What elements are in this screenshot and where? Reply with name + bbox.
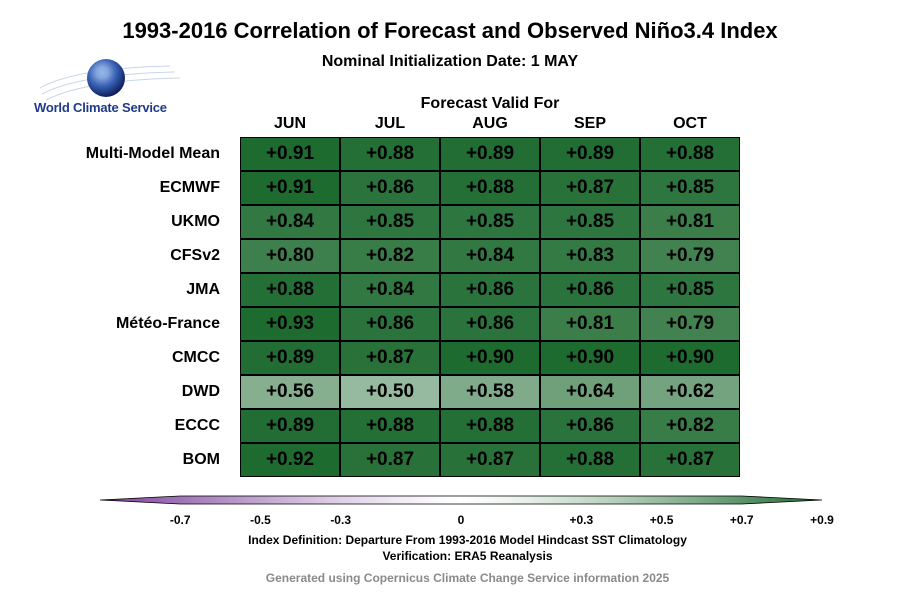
heatmap-cell: +0.81 <box>640 205 740 239</box>
colorbar-tick-label: -0.7 <box>169 513 191 527</box>
globe-logo-icon <box>39 59 181 101</box>
row-header: CFSv2 <box>170 247 220 264</box>
row-header: CMCC <box>172 349 220 366</box>
colorbar-tick-label: -0.3 <box>330 513 351 527</box>
heatmap-cell: +0.89 <box>540 137 640 171</box>
column-header: AUG <box>472 115 508 132</box>
row-header: ECCC <box>174 417 220 434</box>
heatmap-cell: +0.84 <box>340 273 440 307</box>
row-header: JMA <box>186 281 220 298</box>
heatmap-cell: +0.85 <box>640 171 740 205</box>
chart-title: 1993-2016 Correlation of Forecast and Ob… <box>122 18 778 43</box>
colorbar-tick-label: +0.5 <box>649 513 674 527</box>
copernicus-credit: Generated using Copernicus Climate Chang… <box>265 571 670 585</box>
heatmap-cell: +0.88 <box>240 273 340 307</box>
heatmap-cell: +0.93 <box>240 307 340 341</box>
column-header: OCT <box>673 115 707 132</box>
heatmap-cell: +0.82 <box>640 409 740 443</box>
row-header: BOM <box>182 451 220 468</box>
colorbar-tick-label: +0.9 <box>810 513 834 527</box>
heatmap-cell: +0.64 <box>540 375 640 409</box>
heatmap-cell: +0.86 <box>540 273 640 307</box>
heatmap-cell: +0.91 <box>240 137 340 171</box>
heatmap-cell: +0.62 <box>640 375 740 409</box>
heatmap-cell: +0.87 <box>340 341 440 375</box>
heatmap-cell: +0.92 <box>240 443 340 477</box>
logo-text: World Climate Service <box>34 100 167 115</box>
heatmap-cell: +0.58 <box>440 375 540 409</box>
heatmap-cell: +0.79 <box>640 307 740 341</box>
colorbar-tick-label: +0.3 <box>569 513 594 527</box>
heatmap-cell: +0.84 <box>240 205 340 239</box>
heatmap-cell: +0.91 <box>240 171 340 205</box>
heatmap-cell: +0.87 <box>340 443 440 477</box>
x-axis-label: Forecast Valid For <box>420 95 560 112</box>
row-header: Météo-France <box>115 315 220 332</box>
heatmap-cell: +0.82 <box>340 239 440 273</box>
index-definition: Index Definition: Departure From 1993-20… <box>248 533 687 547</box>
colorbar-ramp <box>99 495 823 505</box>
heatmap-cell: +0.86 <box>340 171 440 205</box>
heatmap-cell: +0.87 <box>640 443 740 477</box>
heatmap-cell: +0.86 <box>440 307 540 341</box>
heatmap-cell: +0.85 <box>640 273 740 307</box>
heatmap-cell: +0.86 <box>540 409 640 443</box>
verification-note: Verification: ERA5 Reanalysis <box>382 549 553 563</box>
heatmap-cell: +0.87 <box>440 443 540 477</box>
heatmap-cell: +0.89 <box>440 137 540 171</box>
heatmap-cell: +0.88 <box>440 171 540 205</box>
heatmap-cell: +0.90 <box>640 341 740 375</box>
heatmap-cell: +0.50 <box>340 375 440 409</box>
heatmap-cell: +0.88 <box>640 137 740 171</box>
heatmap-cell: +0.88 <box>540 443 640 477</box>
chart-subtitle: Nominal Initialization Date: 1 MAY <box>321 53 579 70</box>
heatmap-cell: +0.84 <box>440 239 540 273</box>
colorbar-tick-label: +0.7 <box>729 513 754 527</box>
heatmap-cell: +0.88 <box>440 409 540 443</box>
heatmap-cell: +0.79 <box>640 239 740 273</box>
heatmap-cell: +0.85 <box>540 205 640 239</box>
colorbar <box>99 495 823 505</box>
column-header: SEP <box>573 115 606 132</box>
heatmap-cell: +0.81 <box>540 307 640 341</box>
heatmap-cell: +0.80 <box>240 239 340 273</box>
colorbar-tick-label: 0 <box>457 513 465 527</box>
heatmap-cell: +0.89 <box>240 341 340 375</box>
column-header: JUL <box>374 115 406 132</box>
colorbar-tick-label: -0.5 <box>250 513 271 527</box>
heatmap-cell: +0.86 <box>440 273 540 307</box>
heatmap-cell: +0.83 <box>540 239 640 273</box>
heatmap-cell: +0.90 <box>440 341 540 375</box>
heatmap-cell: +0.87 <box>540 171 640 205</box>
row-header: Multi-Model Mean <box>85 145 220 162</box>
heatmap-cell: +0.90 <box>540 341 640 375</box>
heatmap-cell: +0.88 <box>340 409 440 443</box>
row-header: UKMO <box>171 213 220 230</box>
heatmap-cell: +0.56 <box>240 375 340 409</box>
heatmap-cell: +0.86 <box>340 307 440 341</box>
heatmap-cell: +0.85 <box>340 205 440 239</box>
heatmap-cell: +0.88 <box>340 137 440 171</box>
row-header: ECMWF <box>159 179 220 196</box>
heatmap-cell: +0.85 <box>440 205 540 239</box>
heatmap-cell: +0.89 <box>240 409 340 443</box>
row-header: DWD <box>181 383 220 400</box>
column-header: JUN <box>273 115 306 132</box>
